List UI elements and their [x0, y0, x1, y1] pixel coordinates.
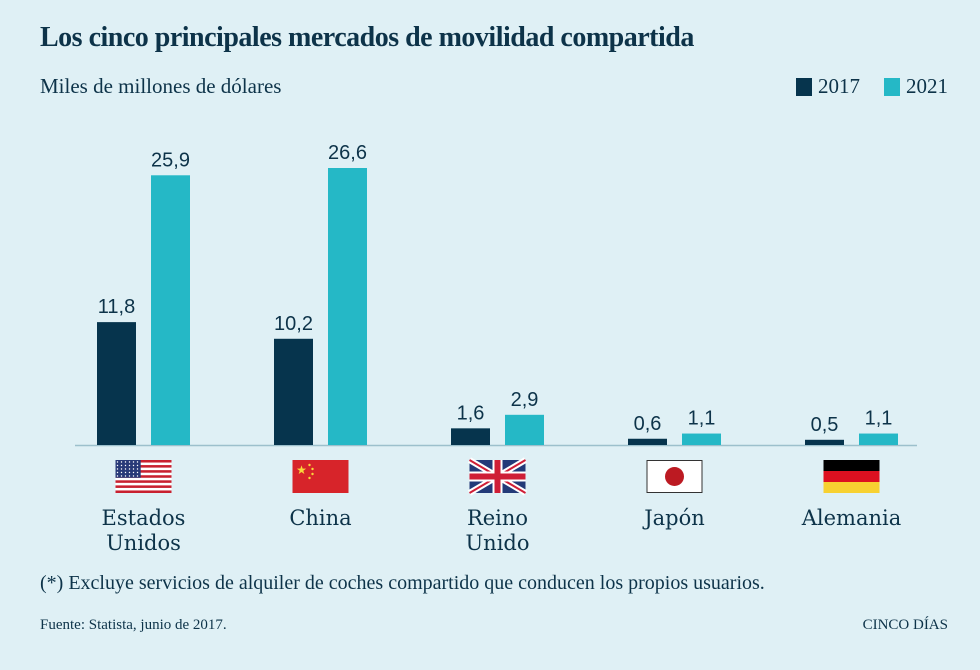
- brand-text: CINCO DÍAS: [862, 617, 948, 633]
- japan-flag-icon: [646, 460, 703, 493]
- bar-2017-3: [628, 438, 667, 445]
- bar-2021-2: [505, 414, 544, 445]
- legend-label-2017: 2017: [818, 74, 860, 98]
- china-flag-icon: ★: [292, 460, 349, 493]
- bar-2021-3: [682, 433, 721, 445]
- category-label-2: Unido: [465, 531, 529, 555]
- bar-2021-1: [328, 168, 367, 445]
- category-label-0: Estados: [102, 506, 186, 530]
- data-label-2021-4: 1,1: [865, 408, 893, 430]
- bar-2017-0: [97, 322, 136, 445]
- data-label-2021-0: 25,9: [151, 149, 190, 171]
- germany-flag-icon: [823, 460, 880, 493]
- legend-label-2021: 2021: [906, 74, 948, 98]
- legend-swatch-2017: [796, 77, 812, 96]
- chart-subtitle: Miles de millones de dólares: [40, 74, 282, 98]
- data-label-2017-2: 1,6: [457, 402, 485, 424]
- category-label-4: Alemania: [801, 506, 902, 530]
- category-label-3: Japón: [642, 506, 705, 530]
- bar-2021-4: [859, 433, 898, 445]
- data-label-2017-4: 0,5: [811, 414, 839, 436]
- chart-title: Los cinco principales mercados de movili…: [40, 22, 694, 53]
- uk-flag-icon: [467, 457, 528, 496]
- bar-2017-1: [274, 338, 313, 445]
- data-label-2017-3: 0,6: [634, 413, 662, 435]
- category-label-1: China: [289, 506, 351, 530]
- bar-2017-4: [805, 439, 844, 445]
- category-label-0: Unidos: [106, 531, 181, 555]
- data-label-2017-0: 11,8: [98, 296, 135, 318]
- legend: 2017 2021: [782, 74, 948, 99]
- bar-2017-2: [451, 428, 490, 445]
- data-label-2021-1: 26,6: [328, 142, 367, 164]
- data-label-2021-3: 1,1: [688, 408, 716, 430]
- footnote: (*) Excluye servicios de alquiler de coc…: [40, 572, 765, 594]
- data-label-2021-2: 2,9: [511, 389, 539, 411]
- category-label-2: Reino: [467, 506, 528, 530]
- legend-item-2017: 2017: [796, 74, 860, 99]
- legend-swatch-2021: [884, 77, 900, 96]
- source-text: Fuente: Statista, junio de 2017.: [40, 617, 227, 633]
- bar-2021-0: [151, 175, 190, 445]
- svg-text:★: ★: [296, 463, 307, 477]
- us-flag-icon: [115, 460, 172, 493]
- legend-item-2021: 2021: [884, 74, 948, 99]
- data-label-2017-1: 10,2: [274, 313, 313, 335]
